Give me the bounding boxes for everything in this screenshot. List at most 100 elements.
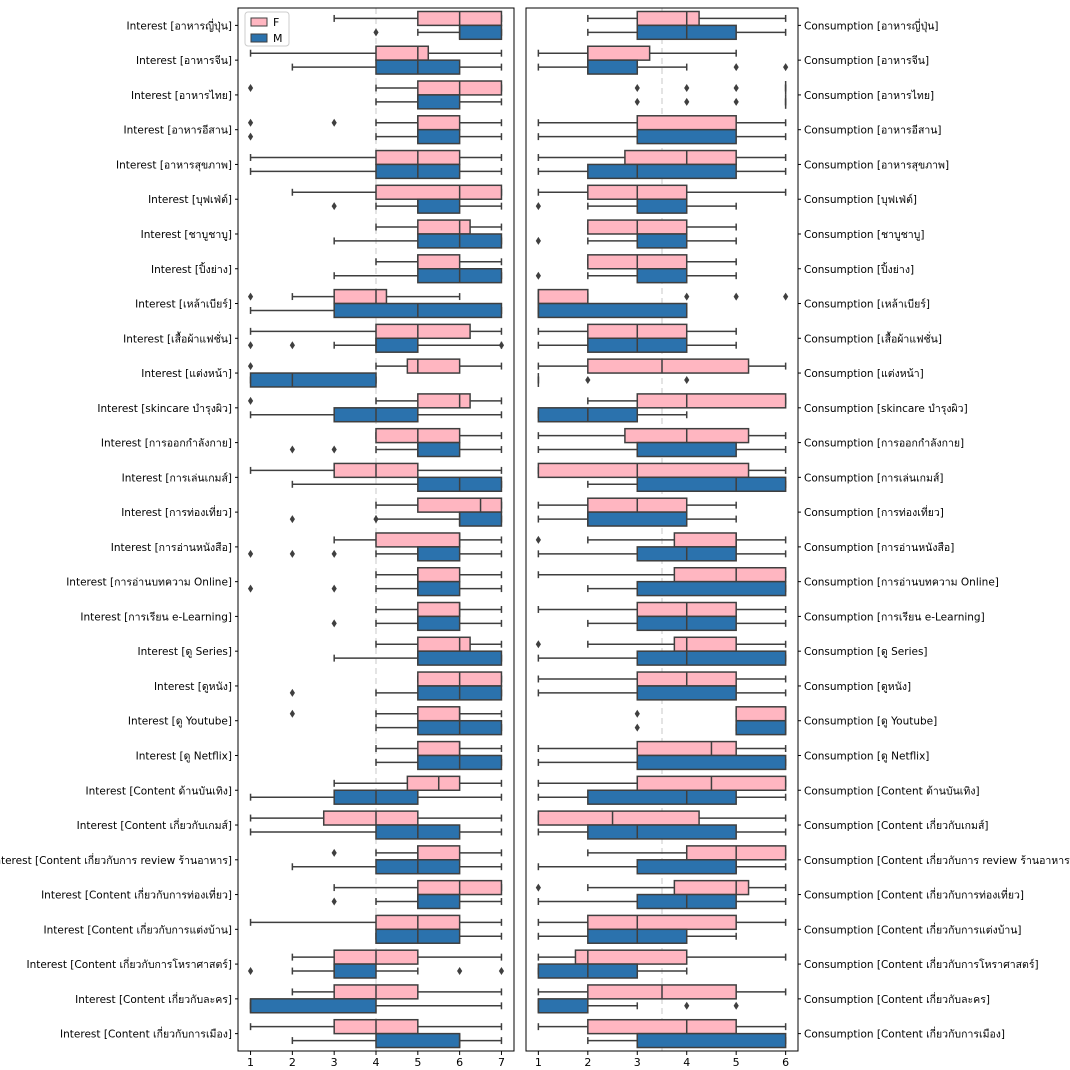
category-label: Consumption [Content เกี่ยวกับละคร] xyxy=(804,992,990,1006)
box-m-24 xyxy=(537,824,787,840)
box-m-6 xyxy=(331,198,503,214)
box-m-26 xyxy=(331,893,503,910)
category-label: Interest [ชาบูชาบู] xyxy=(141,229,232,241)
box-m-24 xyxy=(249,824,503,840)
x-tick-label: 2 xyxy=(584,1056,591,1069)
box-f-15 xyxy=(537,497,737,513)
outlier-marker xyxy=(684,1001,690,1010)
box-f-13 xyxy=(375,427,503,444)
outlier-marker xyxy=(684,292,690,301)
category-label: Interest [Content เกี่ยวกับการโหราศาสตร์… xyxy=(26,957,232,971)
box-m-25 xyxy=(291,859,503,875)
box-f-4 xyxy=(537,115,787,131)
box-f-11 xyxy=(537,358,787,374)
box-m-16 xyxy=(247,546,503,562)
outlier-marker xyxy=(733,1001,739,1010)
outlier-marker xyxy=(289,515,295,524)
category-label: Consumption [ปิ้งย่าง] xyxy=(804,262,914,276)
box-m-8 xyxy=(333,268,503,284)
outlier-marker xyxy=(247,292,254,301)
category-label: Consumption [เหล้าเบียร์] xyxy=(804,298,930,311)
box-m-21 xyxy=(634,719,787,736)
box-m-4 xyxy=(537,128,787,145)
outlier-marker xyxy=(289,709,295,718)
category-label: Consumption [การเรียน e-Learning] xyxy=(804,610,985,623)
box-m-23 xyxy=(537,789,787,805)
category-label: Interest [การอ่านบทความ Online] xyxy=(66,577,232,589)
box-m-6 xyxy=(535,198,737,214)
category-label: Consumption [Content เกี่ยวกับการเมือง] xyxy=(804,1027,1005,1041)
box-f-29 xyxy=(291,984,503,1000)
outlier-marker xyxy=(585,376,591,385)
box-m-13 xyxy=(289,441,503,458)
outlier-marker xyxy=(247,584,254,593)
box-f-21 xyxy=(289,706,503,722)
outlier-marker xyxy=(535,236,541,245)
category-label: Interest [ปิ้งย่าง] xyxy=(151,262,232,276)
outlier-marker xyxy=(634,83,640,92)
category-label: Consumption [skincare บำรุงผิว] xyxy=(804,403,968,415)
outlier-marker xyxy=(684,376,690,385)
category-label: Consumption [Content เกี่ยวกับการโหราศาส… xyxy=(804,957,1039,971)
box-m-27 xyxy=(537,928,737,944)
box-m-3 xyxy=(634,94,787,109)
panel-left: Interest [อาหารญี่ปุ่น] Interest [อาหารจี… xyxy=(0,7,515,1069)
x-tick-label: 7 xyxy=(498,1056,505,1069)
outlier-marker xyxy=(247,362,254,371)
box-m-30 xyxy=(587,1032,787,1049)
box-f-30 xyxy=(249,1018,503,1035)
x-tick-label: 5 xyxy=(733,1056,740,1069)
box-m-29 xyxy=(537,998,739,1014)
box-f-2 xyxy=(537,45,737,61)
box-m-5 xyxy=(249,163,503,180)
outlier-marker xyxy=(247,967,254,976)
box-m-23 xyxy=(249,789,503,805)
box-m-2 xyxy=(291,59,503,75)
box-m-14 xyxy=(291,476,503,493)
box-f-5 xyxy=(537,149,787,166)
outlier-marker xyxy=(733,97,739,106)
category-label: Interest [Content เกี่ยวกับการท่องเที่ยว… xyxy=(41,888,232,902)
box-m-20 xyxy=(537,685,787,701)
box-m-18 xyxy=(331,615,503,632)
category-label: Consumption [การท่องเที่ยว] xyxy=(804,505,944,519)
box-m-25 xyxy=(537,859,787,875)
box-f-14 xyxy=(249,462,503,479)
box-f-21 xyxy=(634,706,787,722)
box-m-30 xyxy=(291,1032,503,1049)
box-m-17 xyxy=(247,580,503,597)
category-label: Interest [บุฟเฟ่ต์] xyxy=(148,193,232,206)
category-label: Interest [การเรียน e-Learning] xyxy=(80,610,232,623)
outlier-marker xyxy=(331,897,337,906)
box-f-18 xyxy=(537,601,787,618)
outlier-marker xyxy=(634,723,640,732)
outlier-marker xyxy=(498,967,505,976)
category-label: Interest [เหล้าเบียร์] xyxy=(135,298,232,311)
box-f-28 xyxy=(537,949,787,965)
category-label: Consumption [Content ด้านบันเทิง] xyxy=(804,785,980,797)
outlier-marker xyxy=(535,640,541,649)
outlier-marker xyxy=(247,341,254,350)
category-label: Consumption [Content เกี่ยวกับเกมส์] xyxy=(804,818,988,832)
box-m-22 xyxy=(537,754,787,771)
outlier-marker xyxy=(684,83,690,92)
box-f-28 xyxy=(291,949,503,965)
category-label: Interest [อาหารอีสาน] xyxy=(124,124,232,137)
outlier-marker xyxy=(247,396,254,405)
category-label: Consumption [บุฟเฟ่ต์] xyxy=(804,193,917,206)
category-label: Interest [อาหารญี่ปุ่น] xyxy=(127,18,232,32)
category-label: Interest [ดู Series] xyxy=(138,646,232,658)
box-f-23 xyxy=(333,775,503,791)
category-label: Interest [อาหารจีน] xyxy=(136,54,232,67)
box-f-1 xyxy=(587,10,787,27)
outlier-marker xyxy=(289,688,295,697)
outlier-marker xyxy=(331,118,337,127)
category-label: Interest [Content เกี่ยวกับการ review ร้… xyxy=(0,853,232,867)
box-f-1 xyxy=(333,10,503,27)
legend-label: M xyxy=(273,32,283,45)
category-label: Consumption [แต่งหน้า] xyxy=(804,368,924,380)
panel-right: Consumption [อาหารญี่ปุ่น] Consumption [อ… xyxy=(525,7,1070,1069)
x-tick-label: 4 xyxy=(683,1056,690,1069)
outlier-marker xyxy=(634,97,640,106)
category-label: Interest [ดู Netflix] xyxy=(136,750,232,762)
